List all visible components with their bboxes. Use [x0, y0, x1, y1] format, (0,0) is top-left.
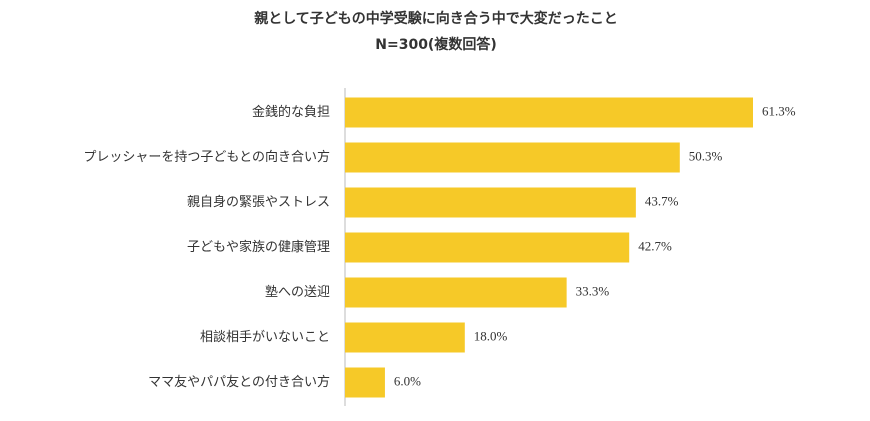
value-label: 43.7% [645, 193, 679, 208]
bar [345, 97, 753, 128]
chart-title: 親として子どもの中学受験に向き合う中で大変だったこと [254, 10, 618, 27]
value-label: 50.3% [689, 148, 723, 163]
category-label: 相談相手がいないこと [200, 329, 330, 345]
category-label: 親自身の緊張やストレス [187, 194, 330, 210]
bar [345, 322, 465, 353]
category-label: 塾への送迎 [265, 284, 330, 300]
bar [345, 142, 680, 173]
value-label: 61.3% [762, 103, 796, 118]
bar [345, 187, 636, 218]
category-label: ママ友やパパ友との付き合い方 [148, 374, 330, 390]
value-label: 6.0% [394, 373, 421, 388]
category-label: プレッシャーを持つ子どもとの向き合い方 [83, 149, 330, 165]
bar [345, 367, 385, 398]
value-label: 42.7% [638, 238, 672, 253]
category-label: 金銭的な負担 [252, 104, 330, 120]
value-label: 33.3% [576, 283, 610, 298]
value-label: 18.0% [474, 328, 508, 343]
bar [345, 277, 567, 308]
category-label: 子どもや家族の健康管理 [187, 239, 330, 255]
bar [345, 232, 630, 263]
chart-subtitle: N=300(複数回答) [375, 36, 496, 53]
